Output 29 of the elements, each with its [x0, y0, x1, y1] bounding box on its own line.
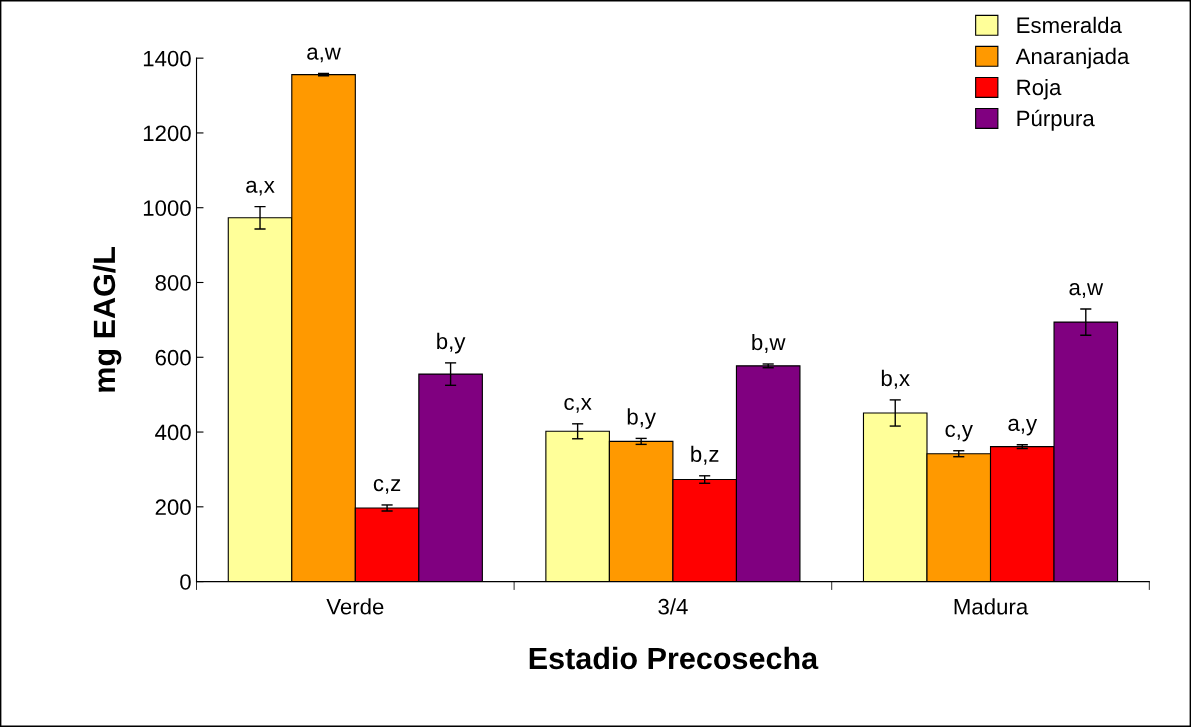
legend-label: Anaranjada: [1015, 47, 1130, 69]
y-tick-label: 400: [155, 424, 191, 441]
y-tick-label: 1200: [143, 125, 191, 142]
legend-label: Púrpura: [1017, 109, 1095, 131]
y-axis-title: mg EAG/L: [92, 246, 122, 392]
data-label: c,y: [945, 424, 973, 442]
x-tick-label: Verde: [326, 598, 384, 615]
y-tick-label: 800: [155, 275, 191, 291]
data-label: a,w: [307, 47, 341, 63]
data-label: a,w: [1069, 283, 1104, 298]
data-label: b,y: [437, 332, 466, 354]
y-tick-label: 1400: [143, 50, 191, 67]
legend-label: Roja: [1017, 78, 1062, 100]
y-tick-label: 0: [180, 574, 191, 590]
data-label: b,z: [691, 445, 719, 465]
data-label: b,x: [881, 369, 910, 389]
data-label: c,z: [373, 479, 401, 494]
data-label: b,y: [627, 408, 656, 430]
y-tick-label: 1000: [143, 200, 191, 216]
data-label: a,y: [1008, 418, 1038, 436]
x-tick-label: Madura: [954, 598, 1029, 615]
y-tick-label: 200: [155, 499, 191, 516]
x-tick-label: 3/4: [658, 598, 688, 615]
data-label: c,x: [564, 397, 592, 413]
data-label: b,w: [752, 333, 786, 353]
legend-label: Esmeralda: [1017, 16, 1122, 34]
y-tick-label: 600: [155, 349, 191, 366]
data-label: a,x: [246, 180, 275, 196]
x-axis-title: Estadio Precosecha: [529, 646, 819, 670]
